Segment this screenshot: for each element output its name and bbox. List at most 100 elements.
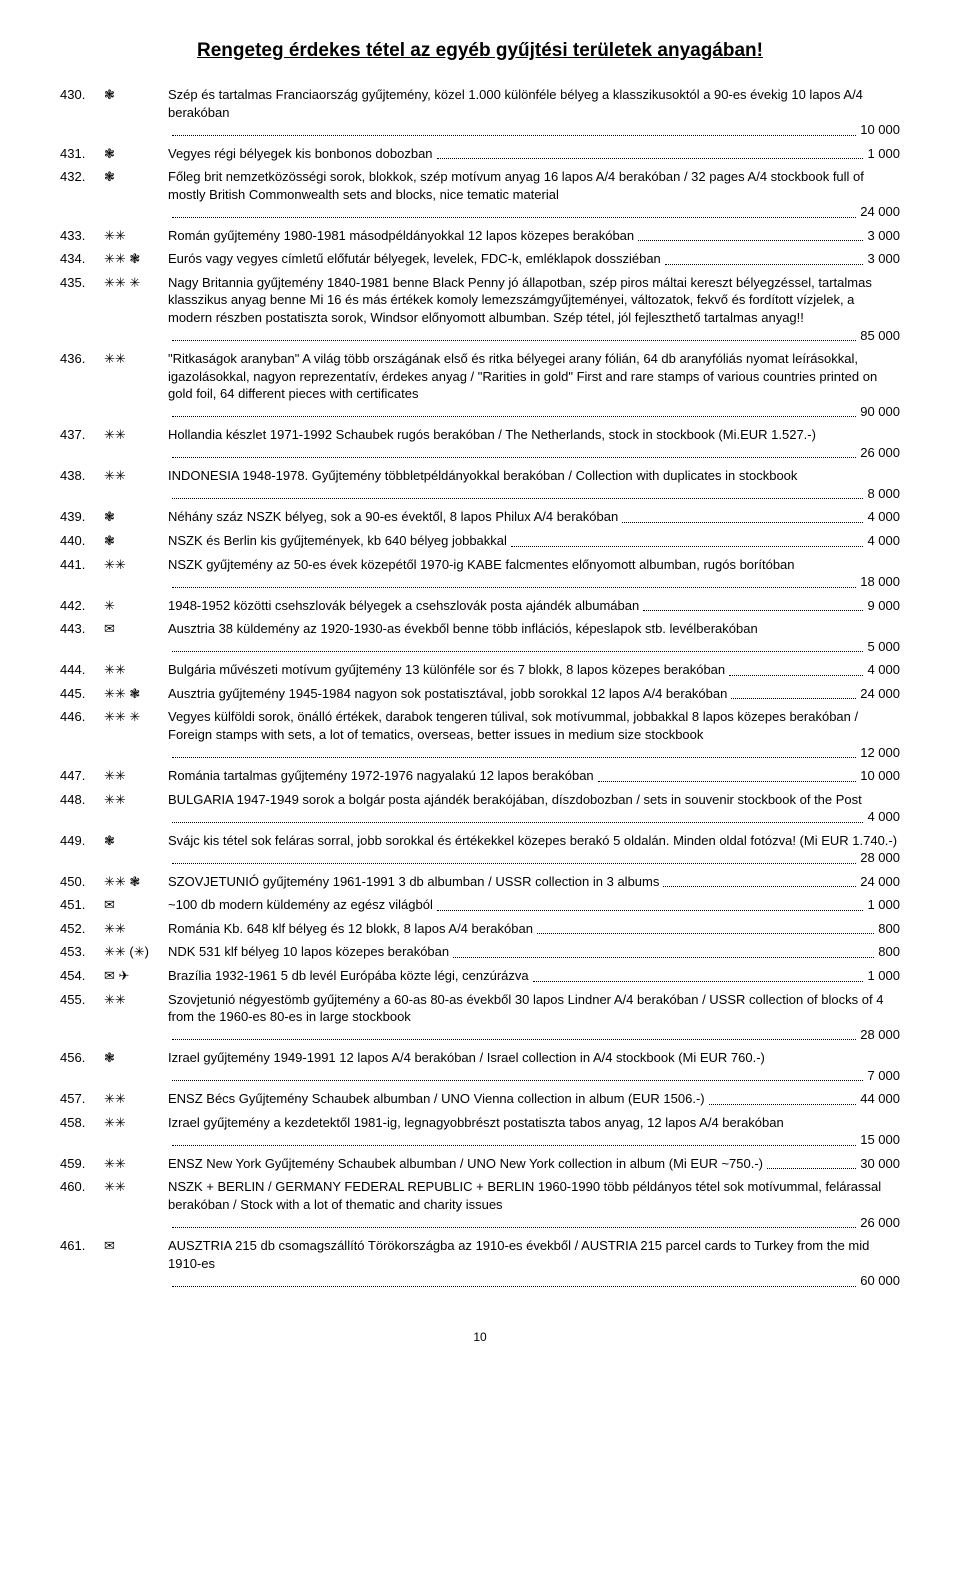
item-price: 9 000 bbox=[867, 597, 900, 615]
leader-dots bbox=[172, 1039, 856, 1040]
item-price: 5 000 bbox=[867, 638, 900, 656]
item-line: Románia Kb. 648 klf bélyeg és 12 blokk, … bbox=[168, 920, 900, 938]
item-text: NSZK + BERLIN / GERMANY FEDERAL REPUBLIC… bbox=[168, 1178, 900, 1213]
leader-dots bbox=[533, 981, 864, 982]
item-symbols: ✉ bbox=[104, 896, 168, 914]
item-price: 24 000 bbox=[860, 873, 900, 891]
item-text: AUSZTRIA 215 db csomagszállító Törökorsz… bbox=[168, 1237, 900, 1272]
item-number: 431. bbox=[60, 145, 104, 163]
leader-dots bbox=[622, 522, 863, 523]
item-price: 26 000 bbox=[860, 1214, 900, 1232]
leader-dots bbox=[453, 957, 874, 958]
item-line: ENSZ New York Gyűjtemény Schaubek albumb… bbox=[168, 1155, 900, 1173]
leader-dots bbox=[172, 651, 863, 652]
item-symbols: ✳✳ bbox=[104, 791, 168, 826]
item-line: Ausztria gyűjtemény 1945-1984 nagyon sok… bbox=[168, 685, 900, 703]
catalog-item: 439.❃Néhány száz NSZK bélyeg, sok a 90-e… bbox=[60, 508, 900, 526]
item-text: INDONESIA 1948-1978. Gyűjtemény többletp… bbox=[168, 467, 900, 485]
catalog-item: 446.✳✳ ✳Vegyes külföldi sorok, önálló ér… bbox=[60, 708, 900, 761]
item-description-wrap: SZOVJETUNIÓ gyűjtemény 1961-1991 3 db al… bbox=[168, 873, 900, 891]
item-text: Ausztria 38 küldemény az 1920-1930-as év… bbox=[168, 620, 900, 638]
leader-dots bbox=[172, 757, 856, 758]
leader-row: 12 000 bbox=[168, 744, 900, 762]
item-number: 441. bbox=[60, 556, 104, 591]
leader-row: 15 000 bbox=[168, 1131, 900, 1149]
item-text: Hollandia készlet 1971-1992 Schaubek rug… bbox=[168, 426, 900, 444]
item-number: 447. bbox=[60, 767, 104, 785]
item-text: NSZK gyűjtemény az 50-es évek közepétől … bbox=[168, 556, 900, 574]
leader-dots bbox=[437, 158, 864, 159]
item-description-wrap: "Ritkaságok aranyban" A világ több orszá… bbox=[168, 350, 900, 420]
item-line: ENSZ Bécs Gyűjtemény Schaubek albumban /… bbox=[168, 1090, 900, 1108]
item-line: Brazília 1932-1961 5 db levél Európába k… bbox=[168, 967, 900, 985]
leader-dots bbox=[172, 1227, 856, 1228]
item-number: 446. bbox=[60, 708, 104, 761]
item-number: 459. bbox=[60, 1155, 104, 1173]
item-line: Románia tartalmas gyűjtemény 1972-1976 n… bbox=[168, 767, 900, 785]
item-number: 452. bbox=[60, 920, 104, 938]
item-symbols: ✳✳ bbox=[104, 350, 168, 420]
item-description-wrap: Szovjetunió négyestömb gyűjtemény a 60-a… bbox=[168, 991, 900, 1044]
item-text: ~100 db modern küldemény az egész világb… bbox=[168, 896, 433, 914]
item-description-wrap: ~100 db modern küldemény az egész világb… bbox=[168, 896, 900, 914]
leader-dots bbox=[437, 910, 864, 911]
item-symbols: ❃ bbox=[104, 168, 168, 221]
item-text: Izrael gyűjtemény 1949-1991 12 lapos A/4… bbox=[168, 1049, 900, 1067]
leader-row: 28 000 bbox=[168, 1026, 900, 1044]
item-symbols: ❃ bbox=[104, 532, 168, 550]
item-number: 453. bbox=[60, 943, 104, 961]
catalog-item: 461.✉AUSZTRIA 215 db csomagszállító Törö… bbox=[60, 1237, 900, 1290]
item-price: 4 000 bbox=[867, 532, 900, 550]
item-text: ENSZ New York Gyűjtemény Schaubek albumb… bbox=[168, 1155, 763, 1173]
leader-row: 60 000 bbox=[168, 1272, 900, 1290]
leader-dots bbox=[729, 675, 863, 676]
item-number: 435. bbox=[60, 274, 104, 344]
leader-dots bbox=[172, 1080, 863, 1081]
item-description-wrap: Vegyes külföldi sorok, önálló értékek, d… bbox=[168, 708, 900, 761]
catalog-item: 454.✉ ✈Brazília 1932-1961 5 db levél Eur… bbox=[60, 967, 900, 985]
catalog-item: 456.❃Izrael gyűjtemény 1949-1991 12 lapo… bbox=[60, 1049, 900, 1084]
item-description-wrap: ENSZ New York Gyűjtemény Schaubek albumb… bbox=[168, 1155, 900, 1173]
catalog-item: 435.✳✳ ✳Nagy Britannia gyűjtemény 1840-1… bbox=[60, 274, 900, 344]
item-price: 10 000 bbox=[860, 121, 900, 139]
item-symbols: ✉ ✈ bbox=[104, 967, 168, 985]
catalog-item: 450.✳✳ ❃SZOVJETUNIÓ gyűjtemény 1961-1991… bbox=[60, 873, 900, 891]
item-price: 12 000 bbox=[860, 744, 900, 762]
item-number: 449. bbox=[60, 832, 104, 867]
catalog-item: 447.✳✳Románia tartalmas gyűjtemény 1972-… bbox=[60, 767, 900, 785]
item-symbols: ✳✳ ❃ bbox=[104, 873, 168, 891]
item-line: Vegyes régi bélyegek kis bonbonos dobozb… bbox=[168, 145, 900, 163]
item-description-wrap: Ausztria 38 küldemény az 1920-1930-as év… bbox=[168, 620, 900, 655]
leader-row: 8 000 bbox=[168, 485, 900, 503]
item-number: 440. bbox=[60, 532, 104, 550]
leader-dots bbox=[731, 698, 856, 699]
catalog-item: 452.✳✳Románia Kb. 648 klf bélyeg és 12 b… bbox=[60, 920, 900, 938]
item-text: Nagy Britannia gyűjtemény 1840-1981 benn… bbox=[168, 274, 900, 327]
item-description-wrap: Eurós vagy vegyes címletű előfutár bélye… bbox=[168, 250, 900, 268]
item-symbols: ✳✳ bbox=[104, 467, 168, 502]
item-number: 451. bbox=[60, 896, 104, 914]
item-text: Svájc kis tétel sok feláras sorral, jobb… bbox=[168, 832, 900, 850]
leader-dots bbox=[172, 457, 856, 458]
item-number: 454. bbox=[60, 967, 104, 985]
item-description-wrap: NSZK + BERLIN / GERMANY FEDERAL REPUBLIC… bbox=[168, 1178, 900, 1231]
item-line: NSZK és Berlin kis gyűjtemények, kb 640 … bbox=[168, 532, 900, 550]
item-text: Főleg brit nemzetközösségi sorok, blokko… bbox=[168, 168, 900, 203]
leader-row: 7 000 bbox=[168, 1067, 900, 1085]
item-text: Román gyűjtemény 1980-1981 másodpéldányo… bbox=[168, 227, 634, 245]
leader-dots bbox=[537, 933, 874, 934]
leader-row: 90 000 bbox=[168, 403, 900, 421]
item-symbols: ✳✳ ✳ bbox=[104, 274, 168, 344]
item-price: 18 000 bbox=[860, 573, 900, 591]
item-line: Román gyűjtemény 1980-1981 másodpéldányo… bbox=[168, 227, 900, 245]
item-symbols: ✳✳ bbox=[104, 1114, 168, 1149]
item-text: Bulgária művészeti motívum gyűjtemény 13… bbox=[168, 661, 725, 679]
leader-row: 24 000 bbox=[168, 203, 900, 221]
catalog-item: 436.✳✳"Ritkaságok aranyban" A világ több… bbox=[60, 350, 900, 420]
item-symbols: ✳✳ ✳ bbox=[104, 708, 168, 761]
page-number: 10 bbox=[60, 1330, 900, 1344]
page-title: Rengeteg érdekes tétel az egyéb gyűjtési… bbox=[60, 40, 900, 62]
item-price: 24 000 bbox=[860, 685, 900, 703]
item-text: Ausztria gyűjtemény 1945-1984 nagyon sok… bbox=[168, 685, 727, 703]
item-description-wrap: NDK 531 klf bélyeg 10 lapos közepes bera… bbox=[168, 943, 900, 961]
